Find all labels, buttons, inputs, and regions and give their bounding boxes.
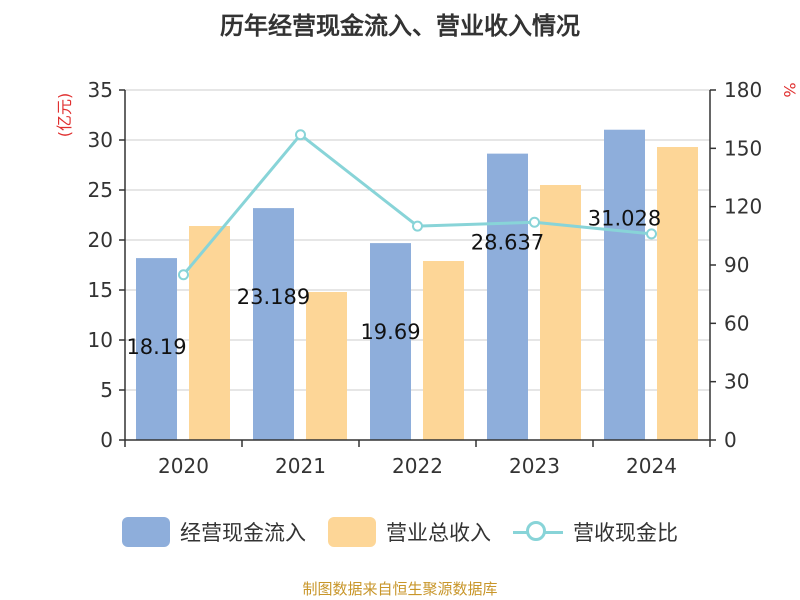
bar-cash-inflow-2023 — [487, 153, 528, 440]
x-tick-label-2024: 2024 — [626, 454, 677, 478]
bar-revenue-2022 — [423, 261, 464, 440]
left-tick-label-1: 5 — [100, 378, 113, 402]
bar-cash-inflow-2022 — [370, 243, 411, 440]
legend-swatch-ratio — [513, 517, 563, 547]
right-tick-label-4: 120 — [724, 195, 762, 219]
bar-revenue-2020 — [189, 226, 230, 440]
data-label-2021: 23.189 — [237, 285, 310, 309]
x-tick-label-2020: 2020 — [158, 454, 209, 478]
ratio-point-2020 — [178, 269, 189, 281]
right-axis-unit: % — [780, 82, 799, 97]
data-label-2024: 31.028 — [588, 207, 661, 231]
ratio-point-2024 — [646, 228, 657, 240]
left-tick-label-3: 15 — [88, 278, 113, 302]
data-label-2020: 18.19 — [126, 335, 186, 359]
left-tick-label-4: 20 — [88, 228, 113, 252]
right-tick-label-3: 90 — [724, 253, 749, 277]
legend-item-cash-inflow[interactable]: 经营现金流入 — [122, 517, 306, 547]
right-tick-label-5: 150 — [724, 136, 762, 160]
data-label-2022: 19.69 — [360, 320, 420, 344]
ratio-point-2023 — [529, 216, 540, 228]
data-label-2023: 28.637 — [471, 231, 544, 255]
left-tick-label-2: 10 — [88, 328, 113, 352]
left-tick-label-0: 0 — [100, 428, 113, 452]
left-tick-label-7: 35 — [88, 78, 113, 102]
left-tick-label-6: 30 — [88, 128, 113, 152]
legend: 经营现金流入 营业总收入 营收现金比 — [0, 517, 800, 547]
legend-label-revenue: 营业总收入 — [386, 521, 491, 545]
legend-swatch-revenue — [328, 517, 376, 547]
left-axis-unit: (亿元) — [55, 93, 74, 138]
right-tick-label-1: 30 — [724, 370, 749, 394]
legend-item-revenue[interactable]: 营业总收入 — [328, 517, 491, 547]
bar-revenue-2021 — [306, 292, 347, 440]
x-tick-label-2021: 2021 — [275, 454, 326, 478]
bar-revenue-2024 — [657, 147, 698, 440]
legend-swatch-cash-inflow — [122, 517, 170, 547]
legend-item-ratio[interactable]: 营收现金比 — [513, 517, 678, 547]
right-tick-label-2: 60 — [724, 311, 749, 335]
legend-label-ratio: 营收现金比 — [573, 521, 678, 545]
x-tick-label-2022: 2022 — [392, 454, 443, 478]
chart-title: 历年经营现金流入、营业收入情况 — [220, 12, 580, 40]
source-note: 制图数据来自恒生聚源数据库 — [302, 580, 498, 598]
ratio-point-2021 — [295, 129, 306, 141]
left-tick-label-5: 25 — [88, 178, 113, 202]
x-tick-label-2023: 2023 — [509, 454, 560, 478]
bar-cash-inflow-2020 — [136, 258, 177, 440]
bar-cash-inflow-2021 — [253, 208, 294, 440]
right-tick-label-6: 180 — [724, 78, 762, 102]
legend-label-cash-inflow: 经营现金流入 — [180, 521, 306, 545]
ratio-point-2022 — [412, 220, 423, 232]
right-tick-label-0: 0 — [724, 428, 737, 452]
bar-cash-inflow-2024 — [604, 129, 645, 440]
